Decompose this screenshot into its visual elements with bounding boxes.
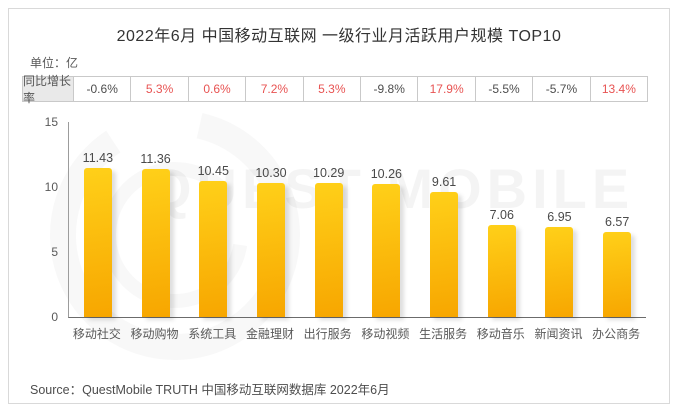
bar-column: 6.95 (531, 122, 589, 317)
bar-column: 10.29 (300, 122, 358, 317)
category-label: 移动视频 (361, 327, 410, 341)
y-tick-label: 10 (44, 180, 58, 194)
bar-column: 9.61 (415, 122, 473, 317)
x-axis-labels: 移动社交 移动购物 系统工具 金融理财 出行服务 移动视频 生活服务 移动音乐 新闻资讯 办公商务 (68, 325, 645, 342)
bar (83, 168, 112, 317)
bar-value-label: 10.45 (197, 164, 229, 178)
bar (314, 183, 343, 317)
y-tick-label: 0 (51, 310, 58, 324)
chart-title: 2022年6月 中国移动互联网 一级行业月活跃用户规模 TOP10 (116, 28, 562, 45)
bar-column: 6.57 (588, 122, 646, 317)
growth-cell: 5.3% (302, 76, 362, 102)
bar (372, 184, 401, 317)
category-label: 新闻资讯 (534, 327, 583, 341)
y-tick-label: 5 (51, 245, 58, 259)
bar (141, 169, 170, 317)
bar (199, 181, 228, 317)
bar-value-label: 10.29 (313, 166, 345, 180)
source-label: Source： (30, 383, 83, 397)
yoy-growth-row: 同比增长率 -0.6% 5.3% 0.6% 7.2% 5.3% -9.8% 17.9% -5.… (22, 74, 649, 105)
source-brand: QuestMobile (82, 383, 153, 397)
bar-value-label: 9.61 (431, 175, 457, 189)
bar (256, 183, 285, 317)
bar-value-label: 6.95 (547, 210, 572, 224)
source-line: Source：QuestMobile TRUTH 中国移动互联网数据库 2022… (30, 379, 390, 398)
growth-cell: -5.7% (532, 76, 591, 102)
bar (430, 192, 459, 317)
category-label: 出行服务 (303, 327, 352, 341)
bar-value-label: 6.57 (605, 215, 630, 229)
y-tick-label: 15 (44, 115, 58, 129)
category-label: 办公商务 (592, 327, 641, 341)
category-label: 移动音乐 (476, 327, 525, 341)
category-label: 金融理财 (245, 327, 294, 341)
bar-value-label: 10.30 (255, 166, 287, 180)
bar-column: 10.45 (184, 122, 242, 317)
y-axis-labels: 0 5 10 15 (26, 115, 60, 324)
yoy-growth-row-label: 同比增长率 (22, 74, 74, 105)
growth-values: -0.6% 5.3% 0.6% 7.2% 5.3% -9.8% 17.9% -5.5% -5.7… (73, 76, 649, 102)
bar-chart-plot: 11.43 11.36 10.45 10.30 10.29 10.26 9.61 7.06 6.… (68, 122, 646, 318)
bar-column: 11.43 (69, 122, 127, 317)
unit-label: 单位：亿 (30, 56, 79, 70)
bar (487, 225, 516, 317)
source-rest: TRUTH 中国移动互联网数据库 2022年6月 (152, 383, 390, 397)
bar-column: 10.30 (242, 122, 300, 317)
growth-cell: 17.9% (417, 76, 476, 102)
category-label: 生活服务 (419, 327, 468, 341)
bar-value-label: 11.43 (82, 151, 114, 165)
category-label: 移动购物 (130, 327, 179, 341)
growth-cell: -5.5% (474, 76, 534, 102)
bar (545, 227, 574, 317)
category-label: 系统工具 (188, 327, 237, 341)
growth-cell: -9.8% (360, 76, 419, 102)
bar-column: 10.26 (358, 122, 416, 317)
bar-column: 7.06 (473, 122, 531, 317)
category-label: 移动社交 (72, 327, 121, 341)
bar-value-label: 7.06 (489, 208, 514, 222)
bar (603, 232, 632, 317)
bar-column: 11.36 (127, 122, 185, 317)
growth-cell: 5.3% (130, 76, 189, 102)
bar-value-label: 10.26 (370, 167, 402, 181)
bar-value-label: 11.36 (140, 152, 171, 166)
growth-cell: 13.4% (589, 76, 649, 102)
